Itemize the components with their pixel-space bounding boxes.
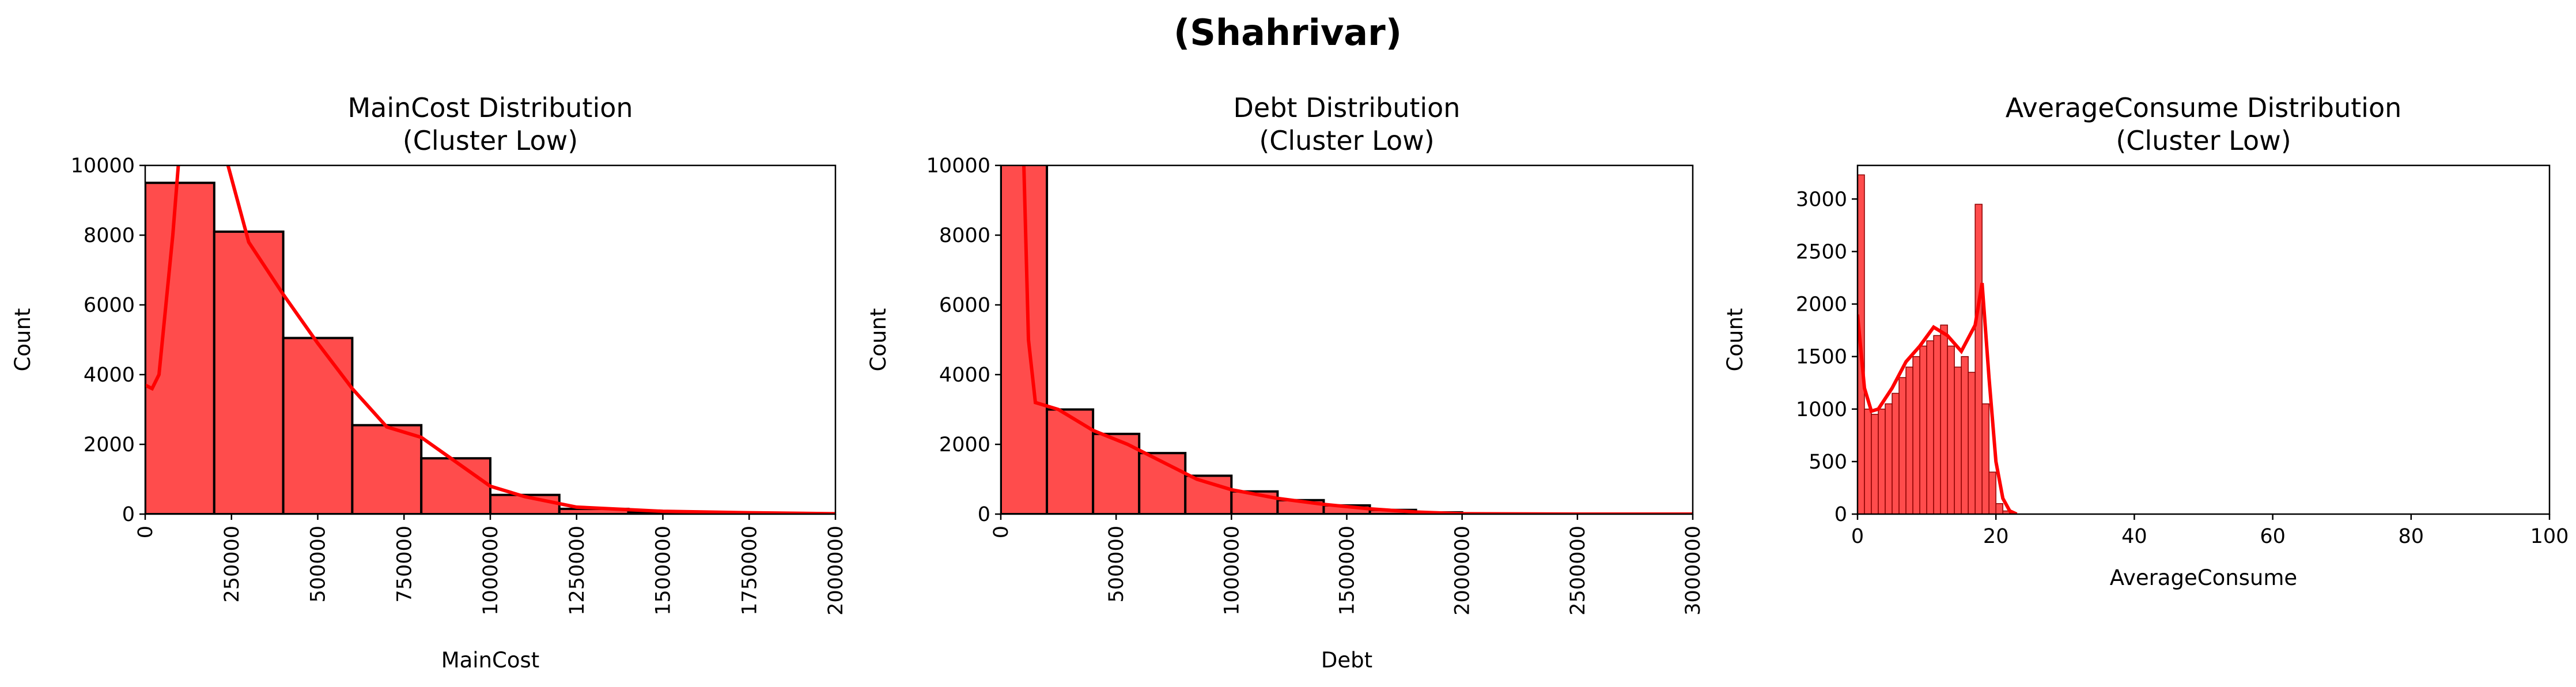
x-tick-label: 1250000 (566, 526, 589, 616)
y-tick-label: 1000 (1796, 398, 1847, 421)
y-tick-label: 0 (978, 503, 990, 526)
x-tick-label: 40 (2121, 525, 2147, 548)
x-tick-label: 2000000 (1451, 526, 1474, 616)
bar (1954, 367, 1962, 514)
bar (1871, 414, 1879, 514)
y-axis-label: Count (866, 308, 891, 372)
x-tick-label: 500000 (1105, 526, 1128, 603)
x-axis-label: MainCost (441, 648, 540, 673)
x-tick-label: 80 (2399, 525, 2424, 548)
subplot-title: AverageConsume Distribution (2006, 92, 2402, 123)
x-tick-label: 1750000 (738, 526, 761, 616)
y-tick-label: 0 (122, 503, 135, 526)
x-tick-label: 0 (990, 526, 1013, 538)
x-tick-label: 750000 (393, 526, 416, 603)
x-tick-label: 2500000 (1567, 526, 1590, 616)
bar (1898, 377, 1907, 514)
x-axis-label: Debt (1321, 648, 1372, 673)
x-tick-label: 250000 (221, 526, 244, 603)
y-tick-label: 6000 (84, 294, 135, 317)
subplot: 0 500 1000 1500 2000 2500 3000 0 20 40 60 80 100 Aver… (1723, 92, 2569, 590)
x-tick-label: 1000000 (1220, 526, 1243, 616)
x-tick-label: 20 (1983, 525, 2009, 548)
bar (1995, 503, 2003, 514)
subplot-title: MainCost Distribution (347, 92, 633, 123)
bar (1926, 340, 1934, 514)
bar (1001, 165, 1049, 514)
bar (1892, 392, 1900, 514)
subplot-title: (Cluster Low) (2116, 125, 2291, 156)
y-tick-label: 1500 (1796, 346, 1847, 369)
subplot: 0 2000 4000 6000 8000 10000 0 500000 1000000 1500… (866, 92, 1705, 673)
bars (1858, 174, 2017, 514)
y-tick-label: 2000 (1796, 293, 1847, 316)
x-tick-label: 60 (2260, 525, 2286, 548)
x-tick-label: 1000000 (479, 526, 502, 616)
plot-frame (1856, 164, 2551, 515)
bar (1878, 409, 1886, 514)
y-tick-label: 4000 (939, 364, 990, 387)
bar (213, 230, 285, 514)
bars (145, 182, 835, 514)
y-axis-label: Count (1723, 308, 1747, 372)
bar (1885, 403, 1893, 514)
y-tick-label: 4000 (84, 364, 135, 387)
y-tick-label: 8000 (84, 224, 135, 247)
bar (1905, 367, 1913, 514)
x-axis-label: AverageConsume (2110, 565, 2297, 590)
y-tick-label: 2000 (84, 433, 135, 456)
bar (1988, 471, 1996, 514)
bar (1919, 345, 1927, 514)
bar (1974, 203, 1983, 514)
x-tick-label: 1500000 (652, 526, 675, 616)
subplot-title: (Cluster Low) (403, 125, 578, 156)
suptitle: (Shahrivar) (1174, 12, 1402, 54)
y-tick-label: 6000 (939, 294, 990, 317)
y-tick-label: 500 (1809, 451, 1847, 474)
bar (1933, 335, 1941, 514)
y-tick-label: 2000 (939, 433, 990, 456)
bar (1981, 403, 1989, 514)
bar (351, 424, 423, 514)
x-tick-label: 2000000 (824, 526, 848, 616)
y-tick-label: 10000 (926, 154, 990, 178)
bar (145, 182, 215, 514)
y-axis-label: Count (10, 308, 35, 372)
bar (420, 457, 492, 514)
kde-line (1858, 282, 2018, 514)
bar (1968, 372, 1976, 514)
x-tick-label: 100 (2530, 525, 2569, 548)
y-tick-label: 0 (1834, 503, 1847, 526)
bar (1864, 409, 1872, 514)
x-tick-label: 1500000 (1336, 526, 1359, 616)
x-tick-label: 0 (1851, 525, 1864, 548)
bar (1940, 324, 1948, 514)
bar (282, 337, 354, 514)
subplot: 0 2000 4000 6000 8000 10000 0 250000 500000 75000… (10, 92, 848, 673)
x-tick-label: 0 (134, 526, 157, 538)
x-tick-label: 3000000 (1682, 526, 1705, 616)
subplot-title: (Cluster Low) (1259, 125, 1434, 156)
bar (1912, 356, 1920, 514)
x-tick-label: 500000 (307, 526, 330, 603)
kde-line (1022, 165, 1693, 514)
y-tick-label: 3000 (1796, 188, 1847, 211)
bar (1961, 356, 1969, 514)
y-tick-label: 2500 (1796, 240, 1847, 263)
y-tick-label: 10000 (71, 154, 135, 178)
y-tick-label: 8000 (939, 224, 990, 247)
kde-line (145, 165, 835, 514)
bar (1947, 345, 1955, 514)
subplot-title: Debt Distribution (1234, 92, 1461, 123)
